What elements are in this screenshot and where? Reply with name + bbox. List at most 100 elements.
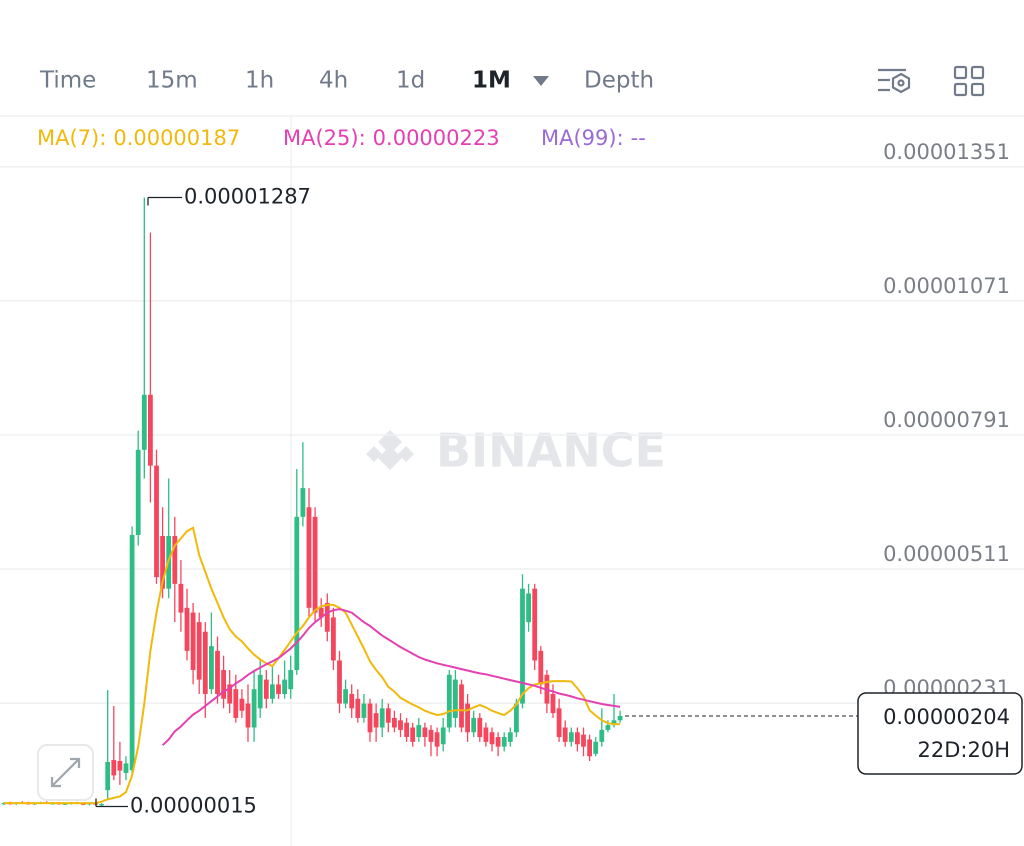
candle-body [398,720,403,730]
candle-body [349,693,355,709]
candle-body [367,703,373,733]
candle-body [257,674,263,709]
candle-body [294,516,300,671]
candle-body [105,761,111,791]
legend-name: MA(7): [37,126,106,150]
candle-body [160,535,165,589]
high-marker-label: 0.00001287 [184,185,311,209]
y-tick-label: 0.00000791 [883,408,1010,432]
candle-body [379,708,385,728]
candle-body [178,583,184,613]
ma-line [4,526,621,805]
last-price-box [857,692,1023,775]
candle-body [190,612,196,671]
legend-name: MA(99): [541,126,624,150]
candle-body [111,760,117,776]
candle-body [495,737,501,747]
candle-body [361,703,367,718]
candle-body [331,617,336,661]
tab[interactable]: Depth [584,68,654,94]
watermark-text: BINANCE [436,424,666,478]
candle-body [184,607,190,651]
candle-body [501,737,507,747]
candle-body [172,535,178,584]
legend-value: 0.00000223 [373,126,500,150]
candle-body [154,465,159,578]
candle-body [392,717,397,728]
candle-body [538,650,544,685]
grid: 0.00001351 0.00001071 0.00000791 0.00000511… [0,115,1024,704]
y-tick-label: 0.00000511 [883,542,1010,566]
candle-body [489,732,495,745]
candle-body [324,603,330,632]
candle-body [568,732,574,742]
y-tick-label: 0.00001351 [883,140,1010,164]
candle-body [123,763,129,773]
candle-body [532,588,538,661]
candle-body [62,803,68,805]
tab[interactable]: 1M [472,68,511,94]
candle-body [148,394,153,466]
candle-body [337,660,342,704]
candle-body [410,727,416,742]
candle-body [556,708,562,738]
candle-body [514,703,519,733]
candle-body [300,488,306,517]
layout-icon[interactable] [953,65,985,97]
candle-body [288,670,294,690]
tab[interactable]: 1h [245,68,274,94]
candle-body [80,803,86,805]
settings-icon[interactable] [878,68,911,94]
candle-body [526,593,531,623]
candle-body [605,725,611,730]
candle-body [483,727,489,742]
candle-body [117,761,123,771]
candle-body [599,729,605,742]
candle-body [343,689,348,704]
candle-body [282,679,287,694]
candle-body [434,732,440,747]
candle-body [581,734,586,747]
watermark: BINANCE [366,424,666,478]
candle-body [575,732,580,745]
candle-body [416,725,422,738]
tab[interactable]: 4h [319,68,348,94]
candle-body [141,394,147,450]
candle-body [404,722,409,738]
candle-body [209,646,214,690]
candle-body [520,588,525,704]
tab[interactable]: 1d [396,68,425,94]
candle-body [239,698,245,711]
candle-body [611,720,617,726]
low-marker-label: 0.00000015 [130,793,257,817]
dropdown-arrow[interactable] [533,76,549,86]
candle-body [221,670,226,699]
interval-tabs: Time 15m 1h 4h 1d 1M Depth [39,68,654,94]
countdown-label: 22D:20H [918,738,1010,762]
candle-body [507,732,513,742]
legend: MA(7): 0.00000187 MA(25): 0.00000223 MA(99):… [37,126,646,150]
candle-body [428,729,434,742]
legend-value: -- [631,126,646,150]
last-price-label: 0.00000204 [883,705,1010,729]
candle-body [306,507,312,608]
candle-body [471,717,477,733]
candle-body [245,703,251,728]
candle-body [440,727,446,745]
candle-body [99,804,104,806]
tab[interactable]: Time [39,68,96,94]
candle-body [312,516,318,613]
candle-body [562,727,568,742]
candle-body [227,684,233,704]
expand-button[interactable] [37,744,94,801]
ma-line [161,608,621,746]
candle-body [453,679,458,718]
candle-body [251,689,257,728]
candle-body [135,449,141,536]
candle-body [196,622,202,680]
candle-body [233,689,239,718]
tab[interactable]: 15m [146,68,198,94]
